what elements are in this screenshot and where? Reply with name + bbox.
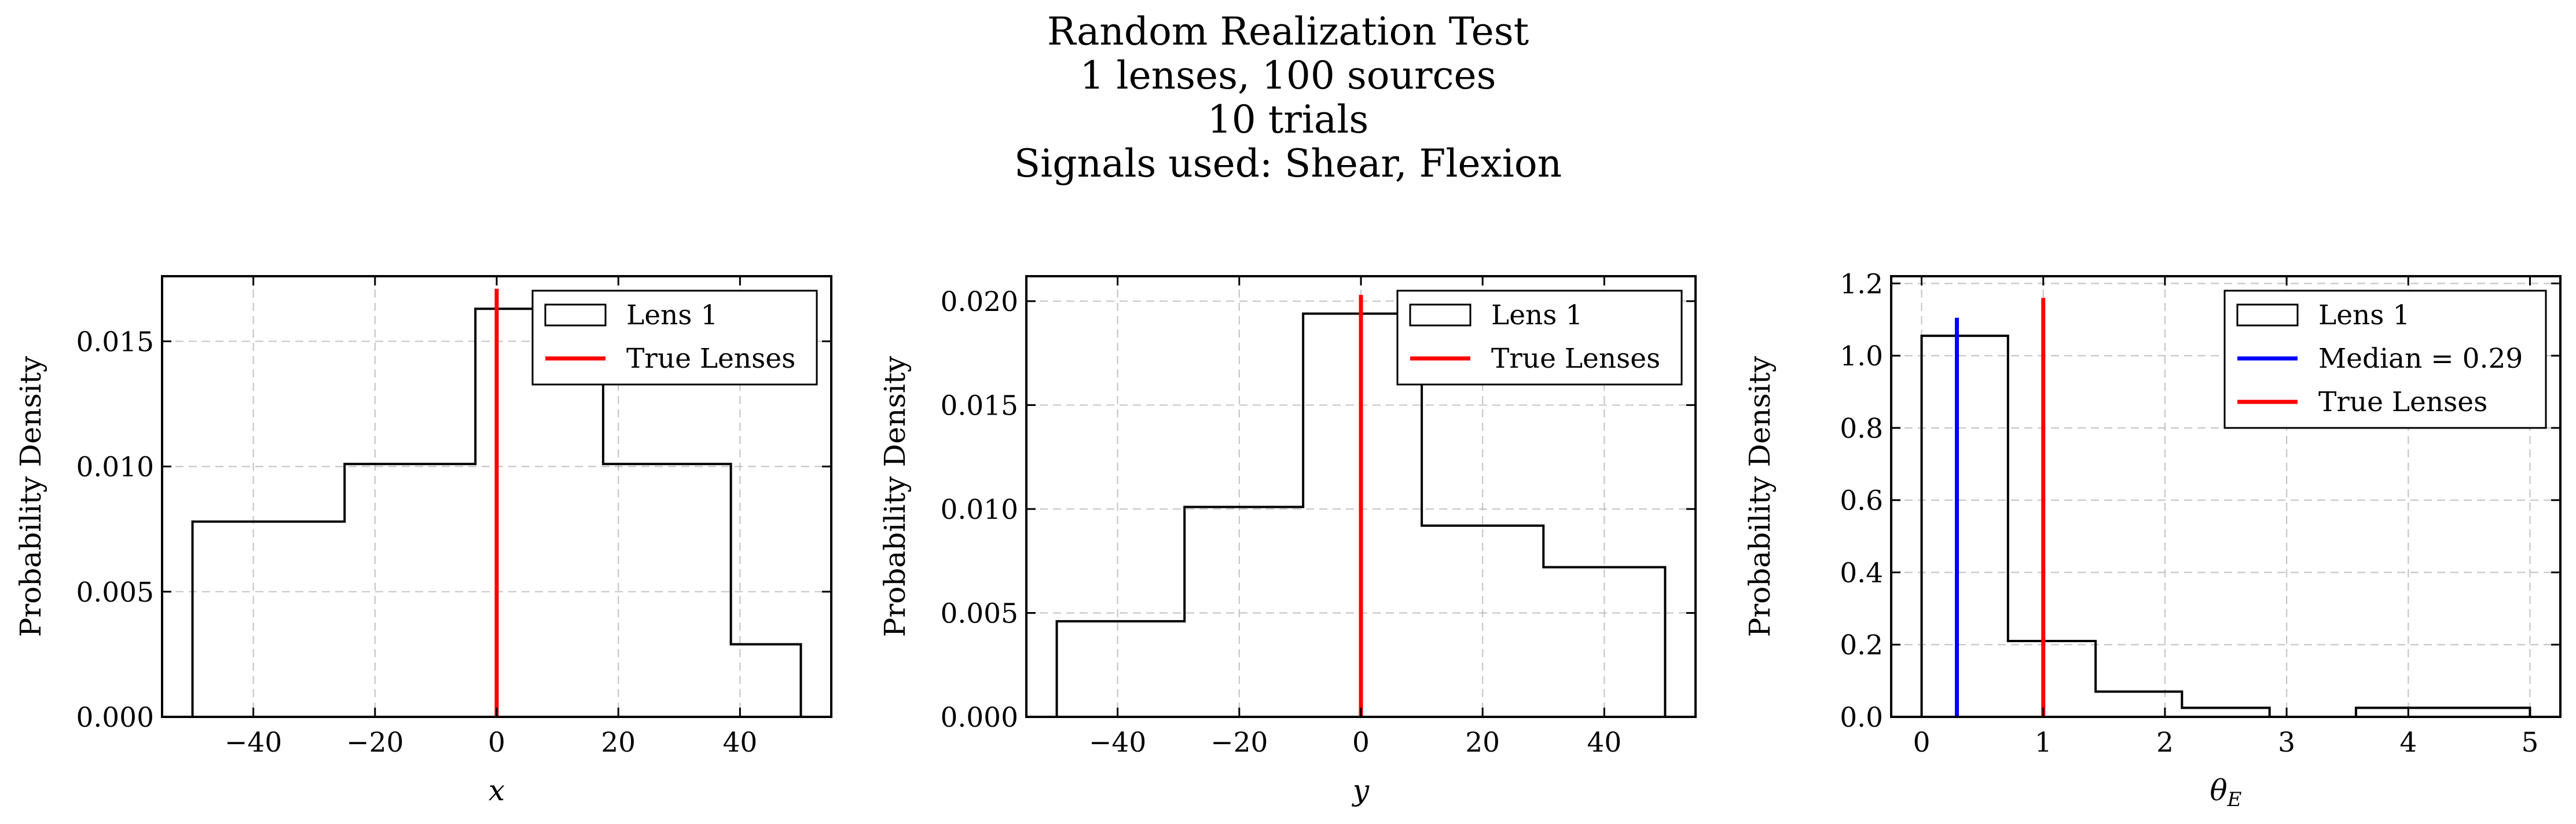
histogram-bar-1 <box>1057 621 1185 717</box>
x-tick-label: 2 <box>2156 727 2174 759</box>
title-line-2: 1 lenses, 100 sources <box>1080 53 1496 98</box>
histogram-bar-2 <box>344 464 475 717</box>
y-tick-label: 0.015 <box>76 326 154 358</box>
x-tick-label: 0 <box>488 727 505 759</box>
x-tick-label: 0 <box>1913 727 1931 759</box>
y-tick-label: 0.4 <box>1840 557 1883 589</box>
x-tick-label: 0 <box>1352 727 1370 759</box>
x-tick-label: −40 <box>1089 727 1146 759</box>
histogram-bar-4 <box>2182 708 2269 717</box>
x-tick-label: 3 <box>2278 727 2295 759</box>
legend-label-1: Lens 1 <box>2318 299 2410 331</box>
histogram-bar-3 <box>2096 691 2182 717</box>
title-line-1: Random Realization Test <box>1047 9 1529 54</box>
y-tick-label: 0.000 <box>940 702 1018 734</box>
x-tick-label: 4 <box>2399 727 2417 759</box>
y-tick-label: 0.020 <box>940 286 1018 318</box>
y-tick-label: 0.2 <box>1840 629 1883 661</box>
x-axis-label: y <box>1352 774 1370 807</box>
y-tick-label: 0.0 <box>1840 702 1883 734</box>
x-tick-label: −20 <box>1210 727 1268 759</box>
legend: Lens 1 True Lenses <box>533 291 817 384</box>
legend-label-1: Lens 1 <box>1491 299 1583 331</box>
y-tick-label: 0.005 <box>940 598 1018 630</box>
y-tick-label: 0.015 <box>940 390 1018 422</box>
histogram-bar-4 <box>1422 526 1543 717</box>
legend-label-2: True Lenses <box>626 343 795 375</box>
x-tick-label: 40 <box>722 727 757 759</box>
x-tick-label: 1 <box>2035 727 2052 759</box>
x-tick-label: 20 <box>1465 727 1500 759</box>
y-tick-label: 0.010 <box>76 452 154 484</box>
panel-1: −40 −20 0 20 40 0.000 0.005 0.010 0.015 x Probabil… <box>14 276 831 807</box>
histogram-bar-1 <box>193 522 345 717</box>
histogram-bar-4 <box>603 464 731 717</box>
panel-3: 0 1 2 3 4 5 0.0 0.2 0.4 0.6 0.8 1.0 1.2 θE Probability… <box>1743 268 2560 811</box>
panel-2: −40 −20 0 20 40 0.000 0.005 0.010 0.015 0.020 y Pro… <box>878 276 1696 807</box>
x-axis-label: x <box>489 774 505 807</box>
histogram-bar-2 <box>2008 641 2096 717</box>
legend-label-1: Lens 1 <box>626 299 718 331</box>
y-axis-label: Probability Density <box>878 356 912 637</box>
histogram-bar-6 <box>2356 708 2443 717</box>
y-axis-label: Probability Density <box>1743 356 1777 637</box>
y-tick-label: 0.8 <box>1840 413 1883 445</box>
histogram-bar-5 <box>731 644 801 717</box>
x-tick-label: 40 <box>1587 727 1621 759</box>
x-tick-label: 5 <box>2522 727 2539 759</box>
legend-label-3: True Lenses <box>2318 386 2487 418</box>
x-axis-label: θE <box>2210 774 2242 811</box>
y-axis-label: Probability Density <box>14 356 47 637</box>
y-tick-label: 1.0 <box>1840 340 1883 372</box>
y-tick-label: 0.010 <box>940 494 1018 526</box>
y-tick-label: 0.6 <box>1840 485 1883 517</box>
title-line-4: Signals used: Shear, Flexion <box>1014 141 1562 186</box>
x-tick-label: 20 <box>601 727 636 759</box>
y-tick-label: 0.000 <box>76 702 154 734</box>
legend-label-2: Median = 0.29 <box>2318 343 2523 375</box>
histogram-bar-2 <box>1184 507 1303 717</box>
x-tick-label: −40 <box>225 727 282 759</box>
legend-label-2: True Lenses <box>1491 343 1660 375</box>
figure-title: Random Realization Test 1 lenses, 100 so… <box>1014 9 1562 186</box>
y-tick-label: 0.005 <box>76 577 154 609</box>
y-tick-label: 1.2 <box>1840 268 1883 300</box>
histogram-bar-7 <box>2443 708 2530 717</box>
histogram-bar-1 <box>1922 336 2008 717</box>
title-line-3: 10 trials <box>1208 97 1368 142</box>
legend: Lens 1 Median = 0.29 True Lenses <box>2225 291 2546 428</box>
x-tick-label: −20 <box>346 727 403 759</box>
legend: Lens 1 True Lenses <box>1397 291 1682 384</box>
